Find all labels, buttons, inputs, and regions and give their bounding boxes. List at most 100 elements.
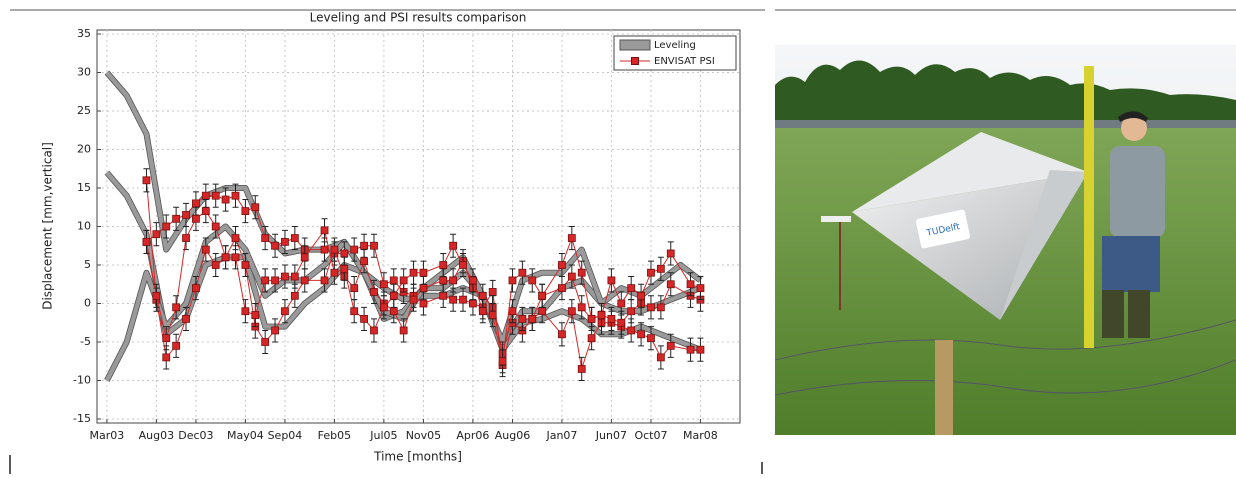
psi-point xyxy=(192,199,200,208)
psi-point xyxy=(379,280,388,289)
psi-point xyxy=(439,276,448,285)
x-tick-label: Jun07 xyxy=(595,429,627,442)
psi-point xyxy=(172,214,181,223)
psi-point xyxy=(281,307,289,316)
psi-point xyxy=(597,311,606,319)
psi-point xyxy=(449,276,458,285)
psi-point xyxy=(379,303,388,312)
x-tick-label: Dec03 xyxy=(178,429,213,442)
psi-point xyxy=(637,291,645,300)
psi-point xyxy=(370,326,378,335)
psi-point xyxy=(508,276,517,285)
psi-point xyxy=(221,253,230,262)
psi-point xyxy=(528,276,537,285)
psi-point xyxy=(162,222,171,231)
psi-point xyxy=(577,303,586,312)
psi-point xyxy=(696,345,705,354)
psi-point xyxy=(290,272,299,281)
psi-point xyxy=(627,326,636,335)
psi-point xyxy=(182,314,190,323)
psi-point xyxy=(261,276,270,285)
psi-point xyxy=(686,345,695,354)
x-axis-label: Time [months] xyxy=(373,450,462,464)
psi-point xyxy=(290,234,299,242)
psi-point xyxy=(211,222,220,231)
psi-point xyxy=(182,234,190,242)
x-tick-label: Mar08 xyxy=(683,429,718,442)
psi-point xyxy=(261,338,270,346)
x-tick-label: Jan07 xyxy=(545,429,577,442)
psi-point xyxy=(350,284,359,293)
psi-point xyxy=(201,191,210,200)
psi-point xyxy=(300,276,309,285)
psi-point xyxy=(459,261,467,269)
y-tick-label: 20 xyxy=(77,143,91,156)
psi-point xyxy=(518,268,527,277)
psi-point xyxy=(241,307,250,316)
y-tick-label: 15 xyxy=(77,181,91,194)
psi-point xyxy=(389,291,398,300)
psi-point xyxy=(567,272,576,281)
psi-point xyxy=(271,326,279,335)
psi-point xyxy=(330,268,339,277)
y-tick-label: 10 xyxy=(77,220,91,233)
psi-point xyxy=(300,253,309,262)
y-tick-label: 30 xyxy=(77,66,91,79)
x-tick-label: Jul05 xyxy=(369,429,397,442)
x-tick-label: Sep04 xyxy=(268,429,303,442)
psi-point xyxy=(508,307,517,316)
psi-point xyxy=(231,191,240,200)
psi-point xyxy=(389,276,398,285)
psi-point xyxy=(439,291,448,300)
photo: TUDelft xyxy=(775,45,1236,435)
y-tick-label: 35 xyxy=(77,27,91,40)
psi-point xyxy=(656,303,665,312)
psi-point xyxy=(241,207,250,216)
psi-point xyxy=(449,295,458,304)
psi-point xyxy=(241,261,250,269)
x-tick-label: May04 xyxy=(227,429,264,442)
psi-point xyxy=(162,334,171,343)
psi-point xyxy=(201,207,210,216)
y-axis-label: Displacement [mm,vertical] xyxy=(41,142,55,310)
psi-point xyxy=(528,314,537,323)
psi-point xyxy=(696,284,705,293)
psi-point xyxy=(290,291,299,300)
psi-point xyxy=(192,214,200,223)
psi-point xyxy=(360,241,368,250)
psi-point xyxy=(182,211,190,219)
psi-point xyxy=(211,191,220,200)
psi-point xyxy=(340,249,349,258)
psi-point xyxy=(409,268,418,277)
psi-point xyxy=(370,241,378,250)
psi-point xyxy=(231,253,240,262)
y-tick-label: 5 xyxy=(84,258,91,271)
x-tick-label: Oct07 xyxy=(634,429,667,442)
x-tick-label: Feb05 xyxy=(318,429,351,442)
legend-swatch xyxy=(631,57,639,65)
psi-point xyxy=(498,357,507,366)
psi-point xyxy=(330,245,339,254)
psi-point xyxy=(686,280,695,289)
psi-point xyxy=(261,234,270,242)
psi-point xyxy=(172,341,181,350)
psi-point xyxy=(419,268,428,277)
psi-point xyxy=(142,176,151,185)
psi-point xyxy=(350,307,359,316)
x-tick-label: Mar03 xyxy=(90,429,125,442)
psi-point xyxy=(666,249,675,258)
psi-point xyxy=(221,195,230,204)
psi-point xyxy=(360,314,368,323)
y-tick-label: -5 xyxy=(80,335,91,348)
psi-point xyxy=(162,353,171,362)
psi-point xyxy=(617,318,626,327)
y-tick-label: -10 xyxy=(73,374,91,387)
psi-point xyxy=(152,230,161,239)
psi-point xyxy=(488,288,497,296)
psi-point xyxy=(459,295,467,304)
psi-point xyxy=(370,288,378,296)
psi-point xyxy=(558,284,566,293)
psi-point xyxy=(192,284,200,293)
